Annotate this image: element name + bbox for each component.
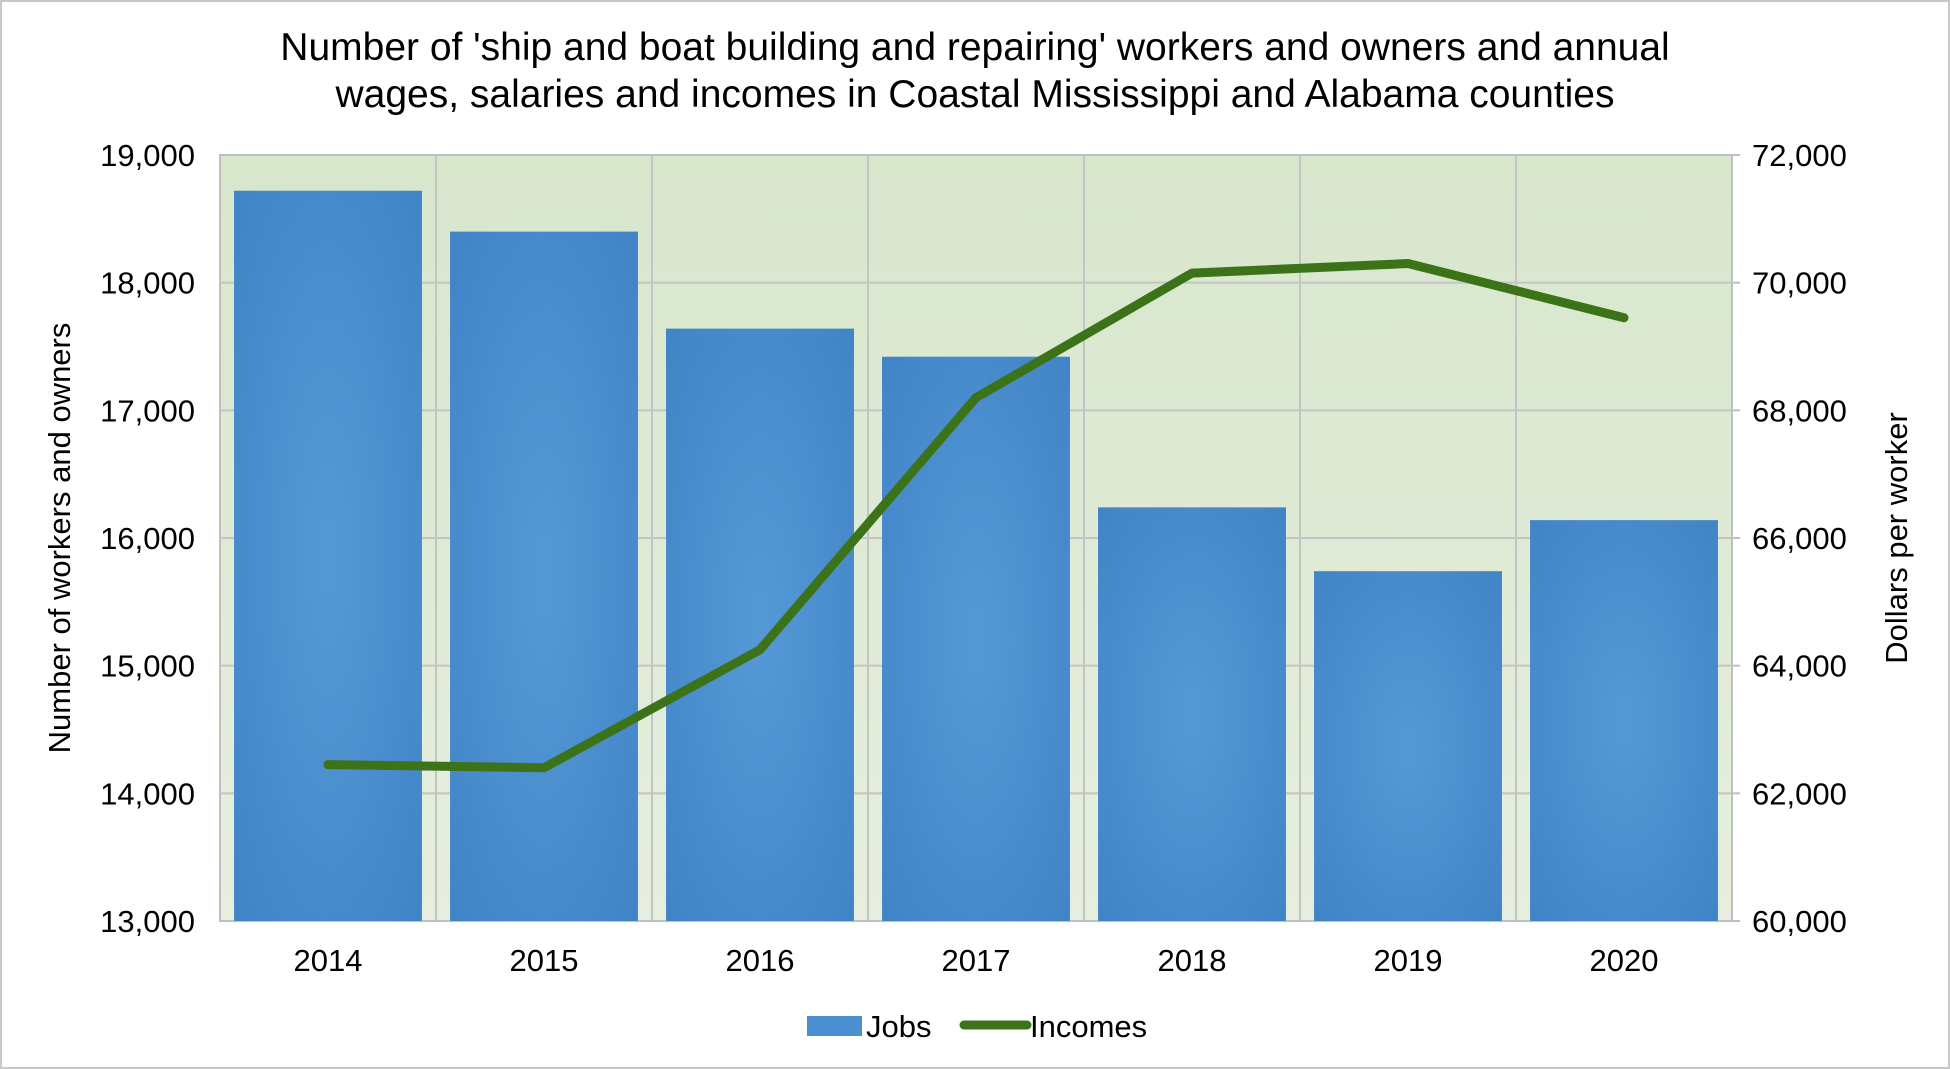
jobs-bars [234,190,1718,922]
xtick-label-2016: 2016 [726,943,795,978]
ytick-right-label: 70,000 [1752,266,1847,301]
legend-jobs-swatch [807,1016,862,1036]
xtick-label-2018: 2018 [1158,943,1227,978]
chart-title: Number of 'ship and boat building and re… [280,26,1669,116]
x-axis-ticks: 2014 2015 2016 2017 2018 2019 2020 [294,943,1659,978]
ytick-right-label: 64,000 [1752,649,1847,684]
bar-jobs-2019 [1314,571,1502,921]
legend-incomes-label: Incomes [1030,1009,1147,1044]
y-axis-left-title: Number of workers and owners [42,323,77,754]
xtick-label-2015: 2015 [510,943,579,978]
right-axis-ticks: 60,000 62,000 64,000 66,000 68,000 70,000 72,0… [1732,138,1847,939]
bar-jobs-2020 [1530,520,1718,921]
ytick-right-label: 72,000 [1752,138,1847,173]
left-axis-ticks: 13,000 14,000 15,000 16,000 17,000 18,000 19,0… [100,138,195,939]
ytick-left-label: 19,000 [100,138,195,173]
xtick-label-2020: 2020 [1590,943,1659,978]
bar-jobs-2014 [234,190,422,921]
ytick-right-label: 68,000 [1752,393,1847,428]
ytick-left-label: 13,000 [100,904,195,939]
y-axis-right-title: Dollars per worker [1879,412,1914,664]
ytick-left-label: 14,000 [100,776,195,811]
chart-title-line-2: wages, salaries and incomes in Coastal M… [335,73,1615,116]
bar-jobs-2017 [882,356,1070,921]
legend-jobs-label: Jobs [866,1009,931,1044]
bar-jobs-2016 [666,328,854,921]
ytick-left-label: 16,000 [100,521,195,556]
ytick-left-label: 17,000 [100,393,195,428]
ytick-left-label: 18,000 [100,266,195,301]
xtick-label-2014: 2014 [294,943,363,978]
xtick-label-2017: 2017 [942,943,1011,978]
chart-title-line-1: Number of 'ship and boat building and re… [280,26,1669,69]
legend: Jobs Incomes [807,1009,1147,1044]
ytick-left-label: 15,000 [100,649,195,684]
ytick-right-label: 60,000 [1752,904,1847,939]
bar-jobs-2018 [1098,507,1286,921]
incomes-line-layer [323,259,1629,773]
bar-jobs-2015 [450,231,638,922]
ytick-right-label: 66,000 [1752,521,1847,556]
ytick-right-label: 62,000 [1752,776,1847,811]
xtick-label-2019: 2019 [1374,943,1443,978]
